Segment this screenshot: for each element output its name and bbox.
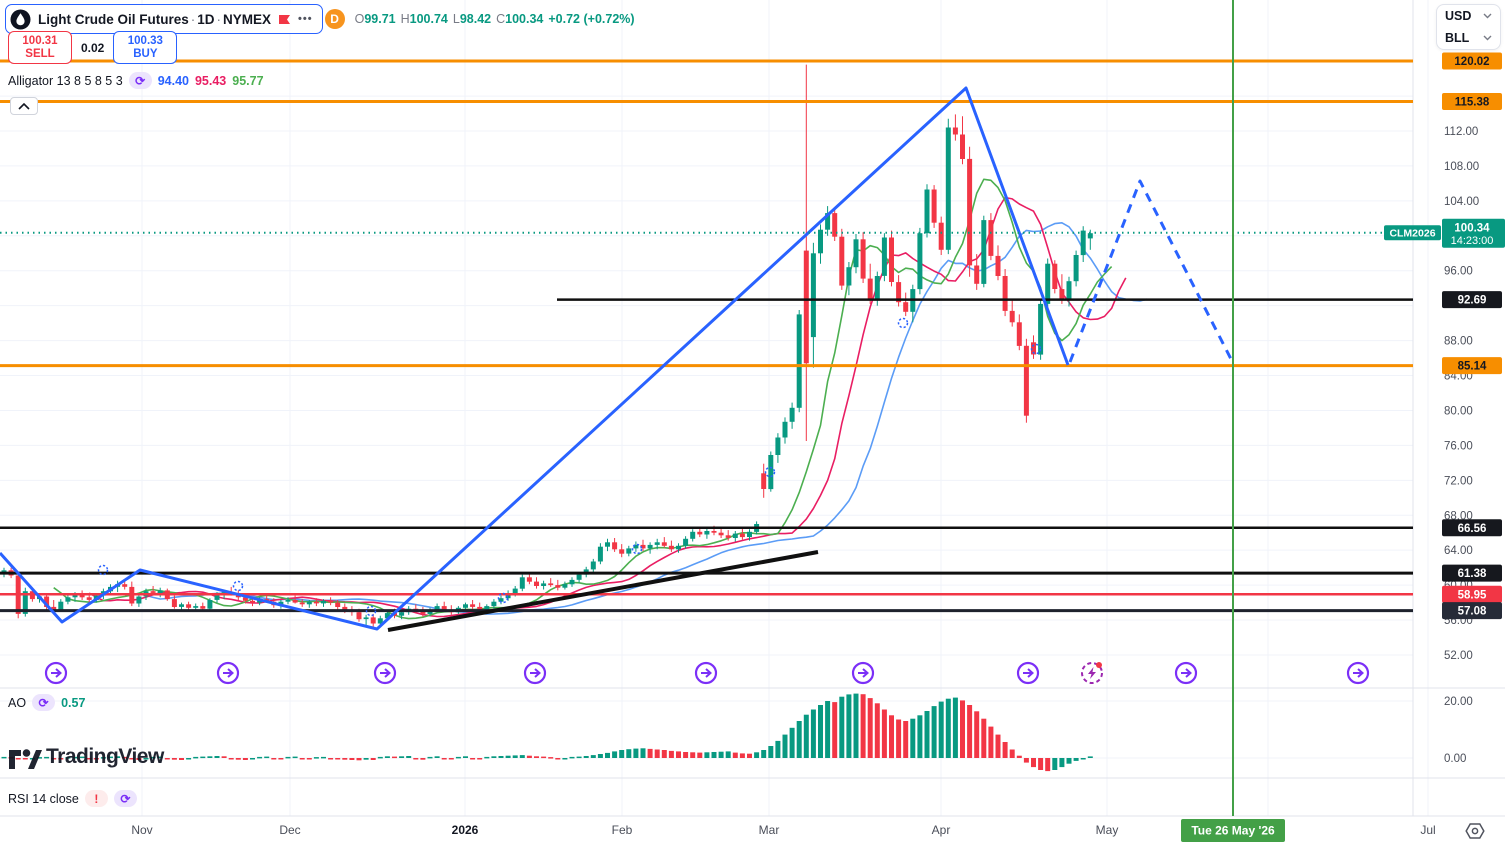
- trendlines[interactable]: [0, 86, 1234, 632]
- svg-text:72.00: 72.00: [1444, 475, 1473, 487]
- alligator-title[interactable]: Alligator 13 8 5 8 5 3: [8, 73, 123, 88]
- svg-text:120.02: 120.02: [1454, 56, 1489, 68]
- svg-text:0.00: 0.00: [1444, 753, 1466, 765]
- exchange-label: NYMEX: [223, 11, 272, 27]
- oil-drop-icon: [10, 9, 31, 30]
- ohlc-readout: O99.71 H100.74 L98.42 C100.34 +0.72 (+0.…: [354, 12, 635, 26]
- ao-loading-icon[interactable]: ⟳: [32, 694, 56, 711]
- svg-text:108.00: 108.00: [1444, 161, 1479, 173]
- gridlines: [0, 0, 1429, 816]
- currency-selector[interactable]: USD: [1437, 5, 1500, 27]
- symbol-title: Light Crude Oil Futures · 1D · NYMEX: [38, 11, 272, 27]
- trade-panel: 100.31 SELL 0.02 100.33 BUY: [8, 31, 178, 64]
- tradingview-logo[interactable]: TradingView: [8, 744, 164, 770]
- interval-label: 1D: [197, 11, 215, 27]
- svg-text:61.38: 61.38: [1458, 568, 1487, 580]
- svg-text:85.14: 85.14: [1458, 361, 1487, 373]
- svg-text:80.00: 80.00: [1444, 406, 1473, 418]
- svg-text:Mar: Mar: [759, 823, 780, 837]
- svg-text:Feb: Feb: [612, 823, 633, 837]
- svg-text:112.00: 112.00: [1444, 126, 1478, 138]
- svg-text:96.00: 96.00: [1444, 266, 1473, 278]
- more-options-icon[interactable]: •••: [298, 13, 313, 25]
- svg-text:Nov: Nov: [131, 823, 152, 837]
- price-badges: 120.02 115.38 92.69 85.14 66.56 61.38 58.95 57.…: [1384, 52, 1505, 620]
- alligator-teeth-value: 95.43: [194, 73, 227, 88]
- sell-button[interactable]: 100.31 SELL: [8, 31, 72, 64]
- svg-text:14:23:00: 14:23:00: [1451, 235, 1494, 247]
- contract-label-badge: [1384, 225, 1441, 241]
- unit-selector[interactable]: BLL: [1437, 27, 1500, 49]
- svg-text:52.00: 52.00: [1444, 650, 1473, 662]
- price-level-lines[interactable]: [0, 59, 1413, 613]
- svg-text:2026: 2026: [452, 823, 479, 837]
- lightning-event-icon[interactable]: [1081, 662, 1103, 684]
- hexagon-settings-icon: [1465, 823, 1485, 839]
- svg-text:64.00: 64.00: [1444, 545, 1473, 557]
- svg-text:Tue 26 May '26: Tue 26 May '26: [1191, 824, 1275, 838]
- svg-text:66.56: 66.56: [1458, 523, 1487, 535]
- rsi-warning-icon[interactable]: !: [84, 790, 108, 807]
- alligator-jaw-value: 94.40: [157, 73, 189, 88]
- buy-button[interactable]: 100.33 BUY: [113, 31, 178, 64]
- price-axis[interactable]: 112.00108.00104.0096.0088.0084.0080.0076…: [1444, 126, 1479, 765]
- rollover-event-icons[interactable]: [44, 661, 1370, 685]
- ao-legend: AO ⟳ 0.57: [8, 694, 85, 711]
- legend-row: Light Crude Oil Futures · 1D · NYMEX ••• D O…: [5, 4, 635, 34]
- crosshair-date-badge: Tue 26 May '26: [1181, 819, 1285, 842]
- svg-text:May: May: [1096, 823, 1119, 837]
- svg-text:76.00: 76.00: [1444, 440, 1473, 452]
- symbol-box[interactable]: Light Crude Oil Futures · 1D · NYMEX •••: [5, 4, 323, 34]
- svg-text:100.34: 100.34: [1454, 222, 1490, 234]
- axis-settings-button[interactable]: [1464, 820, 1486, 842]
- time-axis[interactable]: Nov Dec 2026 Feb Mar Apr May Jul Tue 26 May '26: [131, 819, 1436, 842]
- svg-text:104.00: 104.00: [1444, 196, 1479, 208]
- collapse-legend-button[interactable]: [10, 97, 38, 115]
- svg-text:88.00: 88.00: [1444, 336, 1473, 348]
- rsi-title[interactable]: RSI 14 close: [8, 791, 79, 806]
- chevron-down-icon: [1483, 13, 1492, 19]
- svg-text:115.38: 115.38: [1455, 97, 1490, 109]
- change-readout: +0.72 (+0.72%): [548, 12, 635, 26]
- rsi-legend: RSI 14 close ! ⟳: [8, 790, 137, 807]
- svg-text:Dec: Dec: [279, 823, 300, 837]
- pane-separators[interactable]: [0, 0, 1505, 817]
- svg-text:20.00: 20.00: [1444, 696, 1473, 708]
- svg-text:Apr: Apr: [932, 823, 951, 837]
- tradingview-logo-mark: [9, 749, 42, 769]
- rsi-loading-icon[interactable]: ⟳: [113, 790, 137, 807]
- svg-text:Jul: Jul: [1420, 823, 1435, 837]
- svg-text:CLM2026: CLM2026: [1389, 227, 1435, 239]
- alligator-legend: Alligator 13 8 5 8 5 3 ⟳ 94.40 95.43 95.…: [8, 72, 264, 89]
- svg-text:58.95: 58.95: [1458, 589, 1487, 601]
- alligator-loading-icon[interactable]: ⟳: [128, 72, 152, 89]
- currency-unit-panel: USD BLL: [1436, 4, 1501, 50]
- signal-markers: [97, 317, 1042, 617]
- alligator-lips-value: 95.77: [232, 73, 264, 88]
- svg-text:92.69: 92.69: [1458, 295, 1487, 307]
- chevron-down-icon: [1483, 35, 1492, 41]
- ao-value: 0.57: [61, 695, 86, 710]
- ao-histogram: [1, 693, 1093, 772]
- ao-title[interactable]: AO: [8, 695, 27, 710]
- spread-value: 0.02: [81, 40, 105, 55]
- flag-icon[interactable]: [278, 14, 291, 25]
- svg-text:57.08: 57.08: [1458, 606, 1487, 618]
- resolution-badge[interactable]: D: [324, 9, 345, 29]
